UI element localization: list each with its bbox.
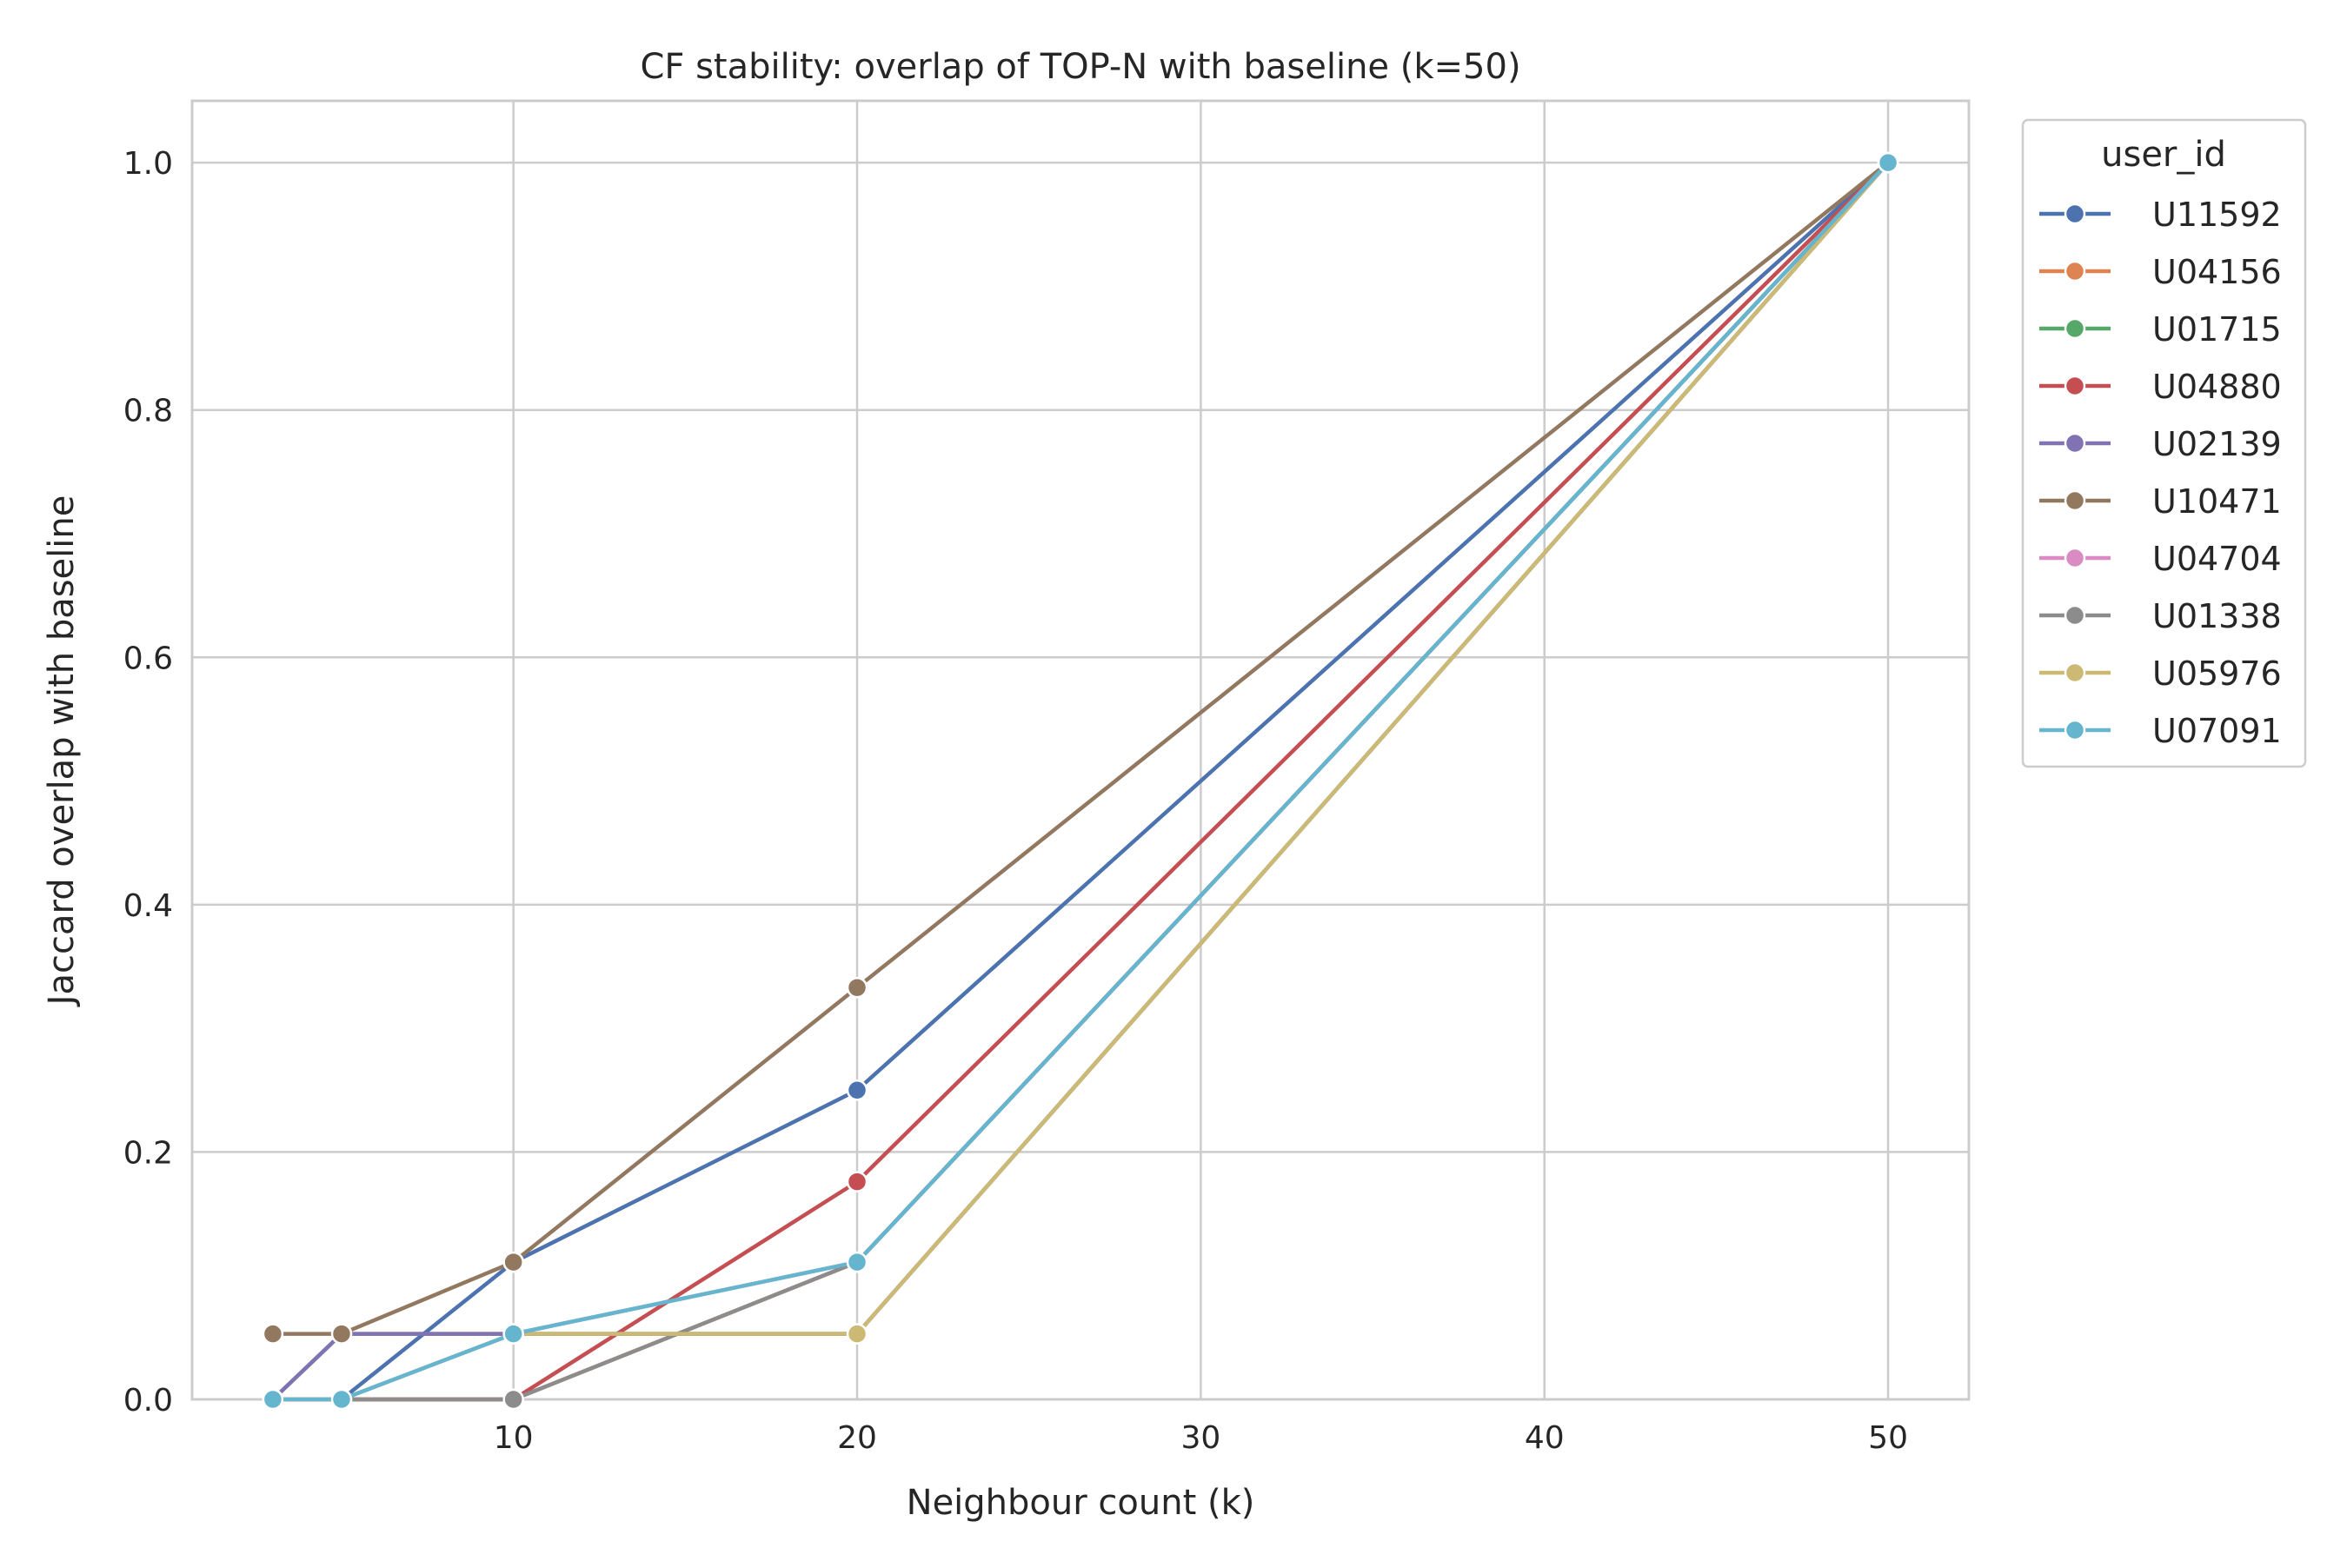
x-tick-label: 30 — [1180, 1420, 1220, 1456]
legend-marker — [2064, 203, 2086, 225]
legend-item: U05976 — [2039, 654, 2282, 693]
series-line — [270, 160, 1891, 1402]
series-U01338 — [262, 151, 1899, 1411]
data-point — [330, 1323, 353, 1345]
legend-item: U07091 — [2039, 712, 2282, 750]
y-tick-label: 0.8 — [123, 394, 173, 429]
legend-label: U07091 — [2152, 712, 2282, 750]
legend-item: U01338 — [2039, 597, 2282, 635]
legend-label: U10471 — [2152, 482, 2282, 521]
series-line — [270, 160, 1891, 1402]
y-tick-label: 0.0 — [123, 1383, 173, 1419]
series-line — [270, 160, 1891, 1402]
data-point — [846, 1171, 868, 1193]
series-U10471 — [262, 151, 1899, 1345]
legend-marker — [2064, 489, 2086, 512]
legend-item: U11592 — [2039, 196, 2282, 234]
series-U07091 — [262, 151, 1899, 1411]
tick-labels: 10 20 30 40 50 0.0 0.2 0.4 0.6 0.8 1.0 — [123, 146, 1908, 1456]
x-axis-label: Neighbour count (k) — [907, 1483, 1255, 1523]
series-line — [270, 160, 1891, 1402]
y-tick-label: 0.2 — [123, 1135, 173, 1171]
data-point — [846, 976, 868, 999]
legend-label: U01715 — [2152, 310, 2282, 349]
data-point — [1877, 151, 1899, 174]
series-line — [270, 160, 1891, 1402]
y-axis-label: Jaccard overlap with baseline — [42, 495, 82, 1008]
legend-item: U02139 — [2039, 425, 2282, 463]
x-tick-label: 50 — [1868, 1420, 1908, 1456]
legend-label: U11592 — [2152, 196, 2282, 234]
legend-marker — [2064, 375, 2086, 397]
legend-item: U01715 — [2039, 310, 2282, 349]
series-line — [270, 160, 1891, 1402]
y-tick-label: 0.4 — [123, 888, 173, 924]
series-U05976 — [262, 151, 1899, 1411]
y-tick-label: 1.0 — [123, 146, 173, 182]
legend-marker — [2064, 432, 2086, 455]
legend: user_id U11592U04156U01715U04880U02139U1… — [2021, 118, 2307, 768]
series-line — [270, 160, 1891, 1402]
legend-item: U10471 — [2039, 482, 2282, 521]
series-U04880 — [262, 151, 1899, 1411]
legend-marker — [2064, 547, 2086, 569]
legend-label: U05976 — [2152, 654, 2282, 693]
data-point — [846, 1251, 868, 1273]
legend-box — [2021, 118, 2307, 768]
legend-marker — [2064, 604, 2086, 627]
series-line — [270, 160, 1891, 1402]
series-lines — [262, 151, 1899, 1411]
legend-label: U04704 — [2152, 540, 2282, 578]
plot-frame — [190, 99, 1971, 1401]
series-U02139 — [262, 151, 1899, 1411]
data-point — [502, 1323, 524, 1345]
legend-marker — [2064, 260, 2086, 282]
data-point — [262, 1388, 284, 1411]
series-U01715 — [262, 151, 1899, 1411]
legend-label: U04156 — [2152, 253, 2282, 291]
series-line — [270, 160, 1891, 1402]
series-U04704 — [262, 151, 1899, 1411]
grid — [192, 101, 1969, 1401]
x-tick-label: 40 — [1525, 1420, 1565, 1456]
legend-label: U02139 — [2152, 425, 2282, 463]
legend-marker — [2064, 317, 2086, 340]
legend-item: U04156 — [2039, 253, 2282, 291]
series-line — [270, 160, 1891, 1336]
data-point — [262, 1323, 284, 1345]
chart-title: CF stability: overlap of TOP-N with base… — [640, 47, 1520, 87]
x-tick-label: 20 — [837, 1420, 877, 1456]
legend-item: U04880 — [2039, 368, 2282, 406]
data-point — [502, 1388, 524, 1411]
legend-label: U04880 — [2152, 368, 2282, 406]
data-point — [330, 1388, 353, 1411]
legend-marker — [2064, 661, 2086, 684]
legend-items: U11592 U04156 U01715 U04880 U02139 U10471 U047… — [2039, 196, 2282, 750]
data-point — [846, 1323, 868, 1345]
series-U04156 — [262, 151, 1899, 1411]
series-U11592 — [262, 151, 1899, 1411]
data-point — [502, 1251, 524, 1273]
legend-label: U01338 — [2152, 597, 2282, 635]
y-tick-label: 0.6 — [123, 641, 173, 676]
legend-title: user_id — [2101, 135, 2226, 175]
legend-marker — [2064, 719, 2086, 741]
x-tick-label: 10 — [494, 1420, 534, 1456]
data-point — [846, 1080, 868, 1101]
legend-item: U04704 — [2039, 540, 2282, 578]
